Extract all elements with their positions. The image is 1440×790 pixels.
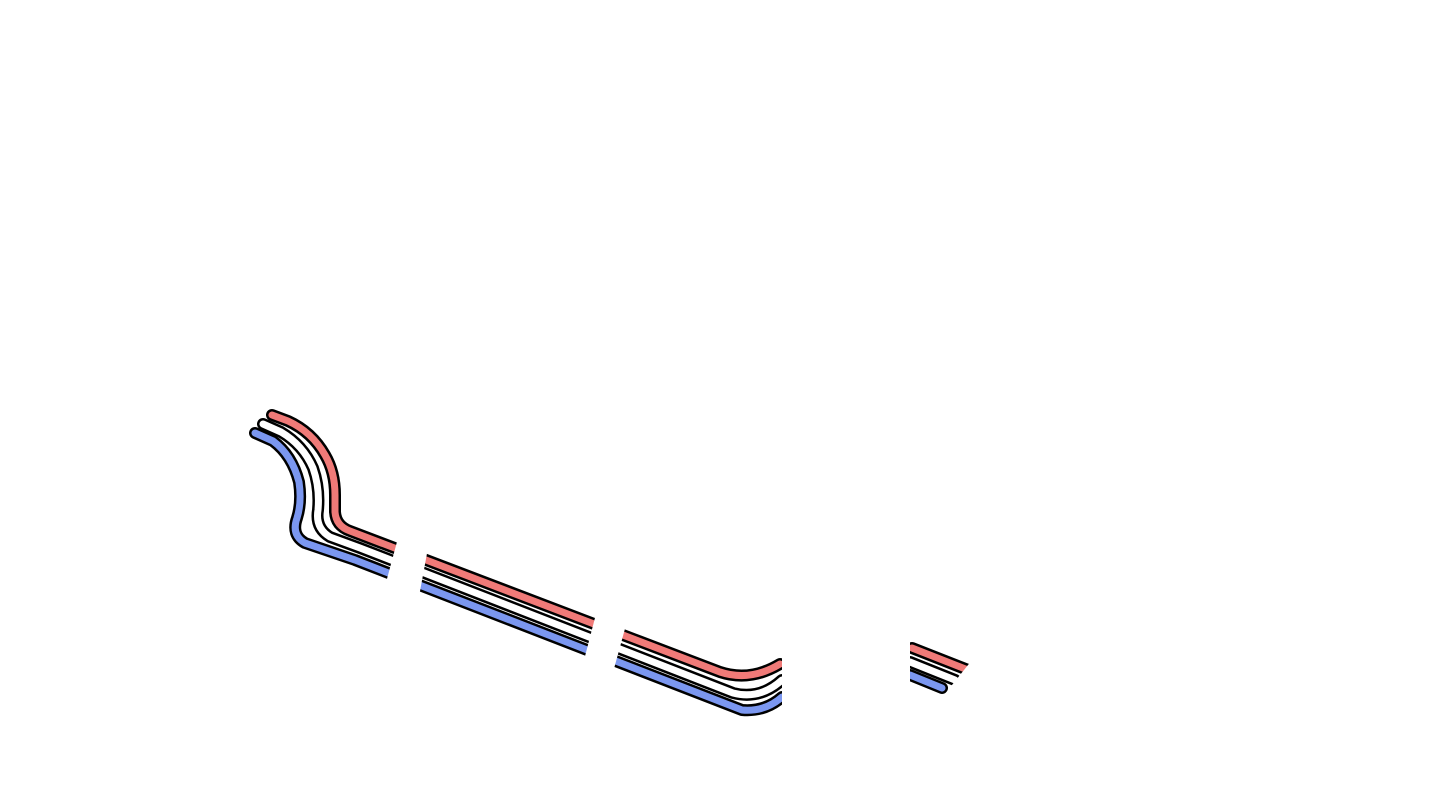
main-track	[255, 415, 782, 710]
track-end	[940, 660, 985, 700]
track-gap	[384, 538, 428, 602]
track-end	[900, 640, 910, 700]
track-gap	[583, 614, 626, 676]
